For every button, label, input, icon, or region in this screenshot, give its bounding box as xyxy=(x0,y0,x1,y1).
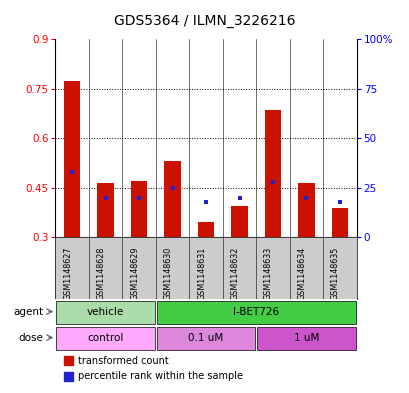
Text: agent: agent xyxy=(13,307,43,317)
Text: transformed count: transformed count xyxy=(78,356,168,365)
Text: GSM1148632: GSM1148632 xyxy=(230,246,239,300)
Bar xyxy=(297,183,314,237)
FancyBboxPatch shape xyxy=(156,301,355,323)
FancyBboxPatch shape xyxy=(56,301,155,323)
Text: GSM1148631: GSM1148631 xyxy=(197,246,205,300)
Bar xyxy=(231,206,247,237)
FancyBboxPatch shape xyxy=(156,327,255,349)
FancyBboxPatch shape xyxy=(56,327,155,349)
Text: vehicle: vehicle xyxy=(87,307,124,317)
Bar xyxy=(130,181,147,237)
Bar xyxy=(164,162,180,237)
Text: control: control xyxy=(87,332,124,343)
Text: 0.1 uM: 0.1 uM xyxy=(188,332,223,343)
Bar xyxy=(264,110,281,237)
FancyBboxPatch shape xyxy=(256,327,355,349)
Bar xyxy=(197,222,214,237)
Text: GSM1148633: GSM1148633 xyxy=(263,246,272,300)
Text: I-BET726: I-BET726 xyxy=(233,307,279,317)
Text: GSM1148628: GSM1148628 xyxy=(97,246,106,300)
Bar xyxy=(64,371,73,381)
Bar xyxy=(63,81,80,237)
Text: GDS5364 / ILMN_3226216: GDS5364 / ILMN_3226216 xyxy=(114,13,295,28)
Text: GSM1148629: GSM1148629 xyxy=(130,246,139,300)
Bar xyxy=(331,208,348,237)
Text: percentile rank within the sample: percentile rank within the sample xyxy=(78,371,243,381)
Text: dose: dose xyxy=(19,332,43,343)
Bar xyxy=(97,183,114,237)
Text: GSM1148630: GSM1148630 xyxy=(163,246,172,300)
Text: GSM1148635: GSM1148635 xyxy=(330,246,339,300)
Text: 1 uM: 1 uM xyxy=(293,332,318,343)
Text: GSM1148634: GSM1148634 xyxy=(297,246,306,300)
Bar xyxy=(64,356,73,365)
Text: GSM1148627: GSM1148627 xyxy=(63,246,72,300)
